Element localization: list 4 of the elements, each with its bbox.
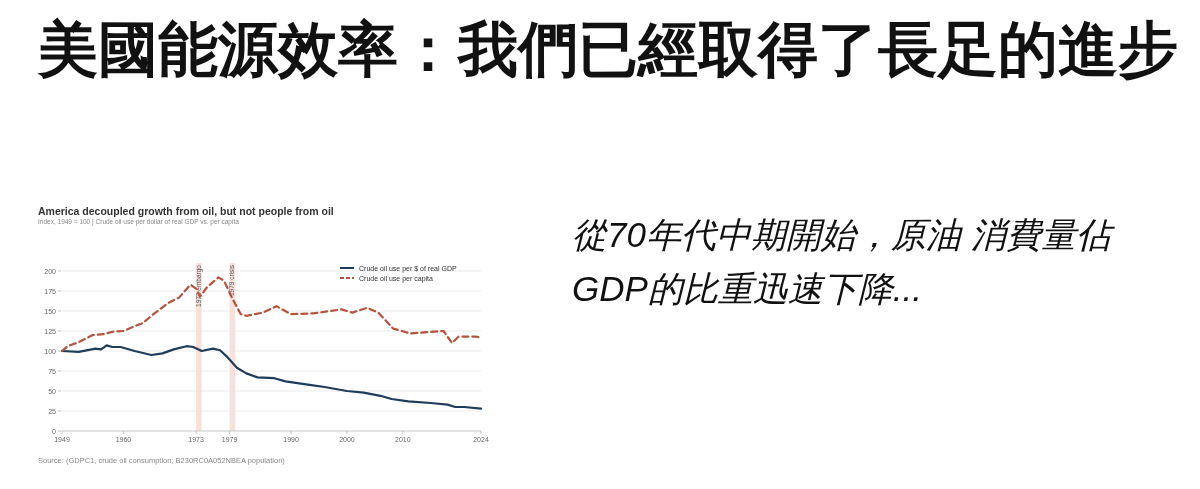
text: 美國能源效率：我們已經取得了長足的進步	[38, 14, 1178, 84]
chart-subtitle: America decoupled growth from oil, but not people from oil	[38, 205, 334, 217]
text: 從70年代中期開始，原油 消費量佔GDP的比重迅速下降...	[572, 214, 1116, 310]
line-series	[60, 344, 483, 410]
